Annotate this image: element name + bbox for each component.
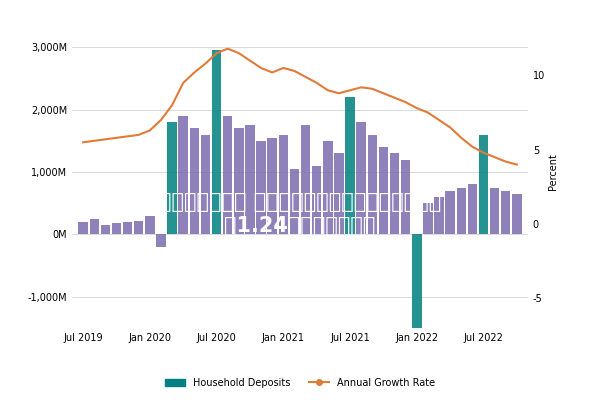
Bar	[123, 222, 133, 234]
Bar	[245, 125, 254, 234]
Bar	[79, 222, 88, 234]
Bar	[412, 234, 422, 328]
Bar	[346, 97, 355, 234]
Bar	[201, 134, 210, 234]
Bar	[379, 147, 388, 234]
Bar	[323, 141, 332, 234]
Bar	[301, 125, 310, 234]
Bar	[501, 191, 511, 234]
Bar	[512, 194, 521, 234]
Bar	[167, 122, 177, 234]
Legend: Household Deposits, Annual Growth Rate: Household Deposits, Annual Growth Rate	[161, 374, 439, 392]
Bar	[290, 169, 299, 234]
Bar	[401, 160, 410, 234]
Bar	[390, 153, 399, 234]
Bar	[445, 191, 455, 234]
Bar	[156, 234, 166, 247]
Bar	[434, 197, 444, 234]
Bar	[256, 141, 266, 234]
Bar	[457, 188, 466, 234]
Bar	[234, 128, 244, 234]
Bar	[334, 153, 344, 234]
Bar	[145, 216, 155, 234]
Bar	[134, 221, 143, 234]
Bar	[101, 225, 110, 234]
Bar	[423, 203, 433, 234]
Bar	[312, 166, 322, 234]
Bar	[89, 219, 99, 234]
Bar	[190, 128, 199, 234]
Bar	[112, 223, 121, 234]
Bar	[368, 134, 377, 234]
Text: 股票配资开户网 天宸股份：全资子公司天宸能科中
标1.24亿储能电站项目: 股票配资开户网 天宸股份：全资子公司天宸能科中 标1.24亿储能电站项目	[159, 192, 441, 236]
Bar	[467, 184, 477, 234]
Bar	[278, 134, 288, 234]
Bar	[490, 188, 499, 234]
Bar	[223, 116, 232, 234]
Bar	[268, 138, 277, 234]
Y-axis label: Percent: Percent	[548, 154, 558, 190]
Bar	[178, 116, 188, 234]
Bar	[479, 134, 488, 234]
Bar	[356, 122, 366, 234]
Bar	[212, 50, 221, 234]
